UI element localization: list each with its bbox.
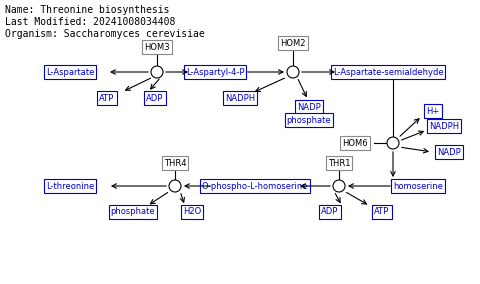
Text: NADPH: NADPH — [429, 122, 459, 131]
Circle shape — [287, 66, 299, 78]
Text: THR1: THR1 — [328, 158, 350, 168]
Circle shape — [151, 66, 163, 78]
Circle shape — [169, 180, 181, 192]
Text: NADPH: NADPH — [225, 93, 255, 103]
Text: phosphate: phosphate — [287, 116, 331, 124]
Text: Name: Threonine biosynthesis: Name: Threonine biosynthesis — [5, 5, 169, 15]
Text: phosphate: phosphate — [111, 208, 156, 216]
Text: NADP: NADP — [297, 103, 321, 112]
Text: L-Aspartate-semialdehyde: L-Aspartate-semialdehyde — [333, 68, 444, 76]
Circle shape — [387, 137, 399, 149]
Text: HOM3: HOM3 — [144, 43, 170, 51]
Text: L-Aspartyl-4-P: L-Aspartyl-4-P — [186, 68, 244, 76]
Text: O-phospho-L-homoserine: O-phospho-L-homoserine — [202, 181, 308, 191]
Text: HOM6: HOM6 — [342, 139, 368, 147]
Text: ATP: ATP — [99, 93, 115, 103]
Text: ADP: ADP — [146, 93, 164, 103]
Text: NADP: NADP — [437, 147, 461, 156]
Circle shape — [333, 180, 345, 192]
Text: H2O: H2O — [183, 208, 201, 216]
Text: ATP: ATP — [374, 208, 390, 216]
Text: THR4: THR4 — [164, 158, 186, 168]
Text: L-Aspartate: L-Aspartate — [46, 68, 94, 76]
Text: HOM2: HOM2 — [280, 39, 306, 47]
Text: ADP: ADP — [321, 208, 339, 216]
Text: Last Modified: 20241008034408: Last Modified: 20241008034408 — [5, 17, 175, 27]
Text: homoserine: homoserine — [393, 181, 443, 191]
Text: L-threonine: L-threonine — [46, 181, 94, 191]
Text: Organism: Saccharomyces cerevisiae: Organism: Saccharomyces cerevisiae — [5, 29, 205, 39]
Text: H+: H+ — [426, 106, 440, 116]
